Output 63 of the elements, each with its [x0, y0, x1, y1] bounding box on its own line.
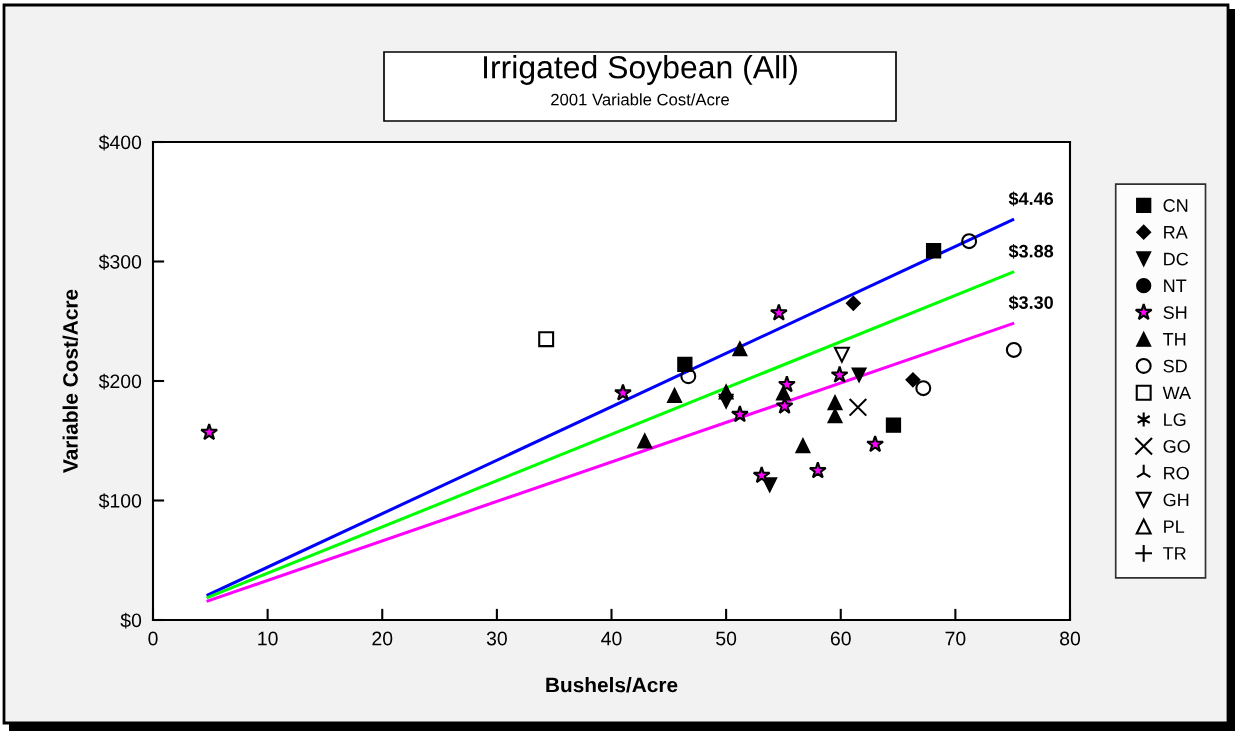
x-tick-label: 0 — [148, 631, 158, 646]
legend-label: WA — [1162, 386, 1192, 400]
legend-label: LG — [1164, 413, 1186, 426]
point — [885, 417, 902, 433]
legend-label: GO — [1163, 439, 1190, 453]
point — [833, 346, 850, 363]
point — [775, 385, 792, 401]
point — [925, 243, 942, 259]
point — [200, 423, 219, 441]
point — [666, 387, 683, 403]
chart-title: Irrigated Soybean (All) — [484, 55, 797, 85]
x-tick-label: 40 — [601, 631, 622, 646]
series-label: $3.88 — [1008, 244, 1054, 259]
x-tick-label: 80 — [1060, 631, 1081, 646]
point — [769, 303, 788, 321]
y-tick-label: $100 — [98, 493, 142, 509]
x-tick-label: 70 — [945, 631, 966, 646]
series-label: $4.46 — [1008, 191, 1054, 207]
point — [827, 394, 843, 411]
x-axis-title: Bushels/Acre — [546, 677, 678, 693]
x-tick-label: 20 — [372, 631, 393, 646]
legend-label: TH — [1163, 333, 1186, 346]
y-tick-label: $200 — [98, 373, 142, 390]
point — [1005, 341, 1022, 358]
point — [718, 384, 734, 400]
point — [614, 383, 632, 401]
point — [795, 437, 811, 454]
y-tick-label: $0 — [120, 612, 142, 629]
point — [808, 461, 827, 479]
legend-label: NT — [1164, 279, 1187, 292]
y-axis-title: Variable Cost/Acre — [62, 289, 79, 473]
x-tick-label: 50 — [716, 631, 737, 646]
chart-subtitle: 2001 Variable Cost/Acre — [551, 93, 729, 106]
legend-label: SH — [1163, 306, 1187, 319]
point — [915, 380, 932, 397]
legend-label: RA — [1164, 226, 1188, 239]
point — [866, 434, 885, 453]
legend-label: TR — [1163, 547, 1186, 560]
legend-label: SD — [1163, 359, 1187, 373]
x-tick-label: 10 — [258, 631, 278, 646]
point — [752, 466, 771, 484]
point — [905, 372, 921, 388]
point — [830, 365, 849, 383]
point — [848, 397, 868, 417]
legend-label: RO — [1164, 466, 1189, 480]
y-tick-label: $400 — [98, 134, 142, 151]
point — [680, 368, 697, 385]
series-label: $3.30 — [1008, 295, 1053, 311]
point — [845, 295, 861, 311]
point — [732, 341, 748, 357]
y-tick-label: $300 — [98, 254, 142, 270]
legend-label: PL — [1164, 520, 1185, 533]
point — [827, 408, 843, 424]
point — [961, 233, 978, 250]
point — [851, 367, 867, 383]
legend-label: CN — [1163, 199, 1188, 212]
point — [730, 405, 749, 423]
point — [637, 433, 653, 449]
point — [538, 331, 555, 348]
x-tick-label: 60 — [830, 631, 851, 646]
x-tick-label: 30 — [486, 631, 507, 646]
legend-label: GH — [1163, 493, 1189, 507]
legend-label: DC — [1164, 252, 1189, 266]
